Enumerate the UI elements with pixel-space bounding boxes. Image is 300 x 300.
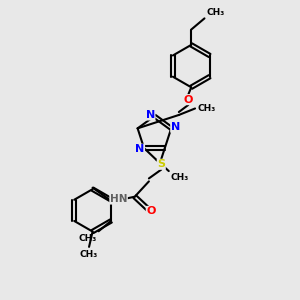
Text: N: N — [171, 122, 180, 132]
Text: CH₃: CH₃ — [197, 104, 215, 113]
Text: N: N — [146, 110, 155, 120]
Text: CH₃: CH₃ — [79, 250, 98, 259]
Text: CH₃: CH₃ — [170, 173, 188, 182]
Text: CH₃: CH₃ — [79, 234, 97, 243]
Text: CH₃: CH₃ — [206, 8, 225, 17]
Text: N: N — [135, 144, 145, 154]
Text: S: S — [157, 159, 165, 169]
Text: O: O — [184, 94, 193, 105]
Text: HN: HN — [110, 194, 127, 204]
Text: O: O — [146, 206, 156, 216]
